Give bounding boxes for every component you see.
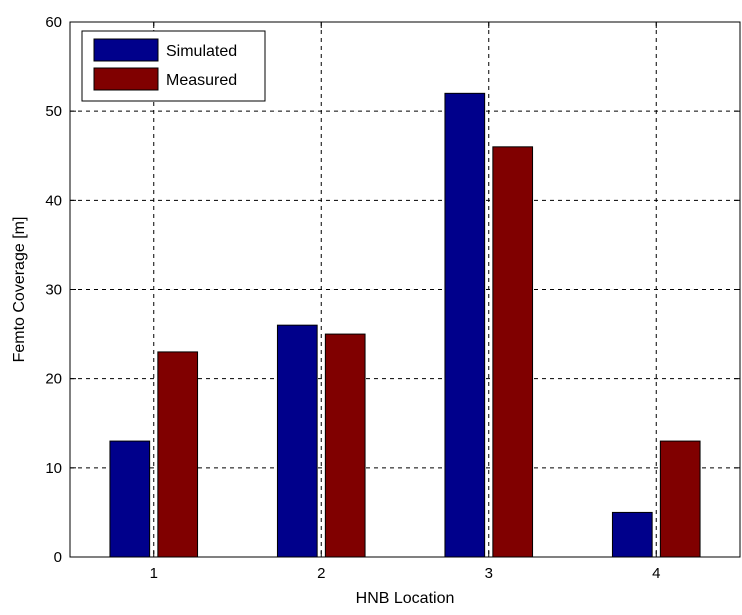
bar-measured-4 <box>659 440 701 558</box>
legend-swatch-simulated <box>93 38 159 62</box>
x-tick-label: 4 <box>652 565 660 582</box>
bar-simulated-3 <box>444 92 486 558</box>
axis-ticks: 0 10 20 30 40 50 60 1 2 3 4 <box>45 14 740 582</box>
bar-measured-3 <box>492 146 534 558</box>
y-tick-label: 30 <box>45 282 62 299</box>
x-tick-label: 3 <box>485 565 493 582</box>
legend-label-measured: Measured <box>166 72 237 89</box>
bar-measured-2 <box>324 333 366 558</box>
y-tick-label: 20 <box>45 371 62 388</box>
x-axis-label: HNB Location <box>356 590 455 607</box>
bar-simulated-1 <box>109 440 151 558</box>
bars <box>109 92 701 558</box>
y-tick-label: 50 <box>45 103 62 120</box>
y-tick-label: 0 <box>54 549 62 566</box>
x-tick-label: 1 <box>150 565 158 582</box>
x-tick-label: 2 <box>317 565 325 582</box>
legend-label-simulated: Simulated <box>166 43 237 60</box>
y-axis-label: Femto Coverage [m] <box>11 217 28 363</box>
y-tick-label: 10 <box>45 460 62 477</box>
legend: Simulated Measured <box>81 30 266 102</box>
y-tick-label: 60 <box>45 14 62 31</box>
bar-measured-1 <box>157 351 199 558</box>
bar-simulated-2 <box>276 324 318 558</box>
grid-lines <box>70 22 740 557</box>
bar-simulated-4 <box>611 511 653 558</box>
legend-swatch-measured <box>93 67 159 91</box>
y-tick-label: 40 <box>45 192 62 209</box>
